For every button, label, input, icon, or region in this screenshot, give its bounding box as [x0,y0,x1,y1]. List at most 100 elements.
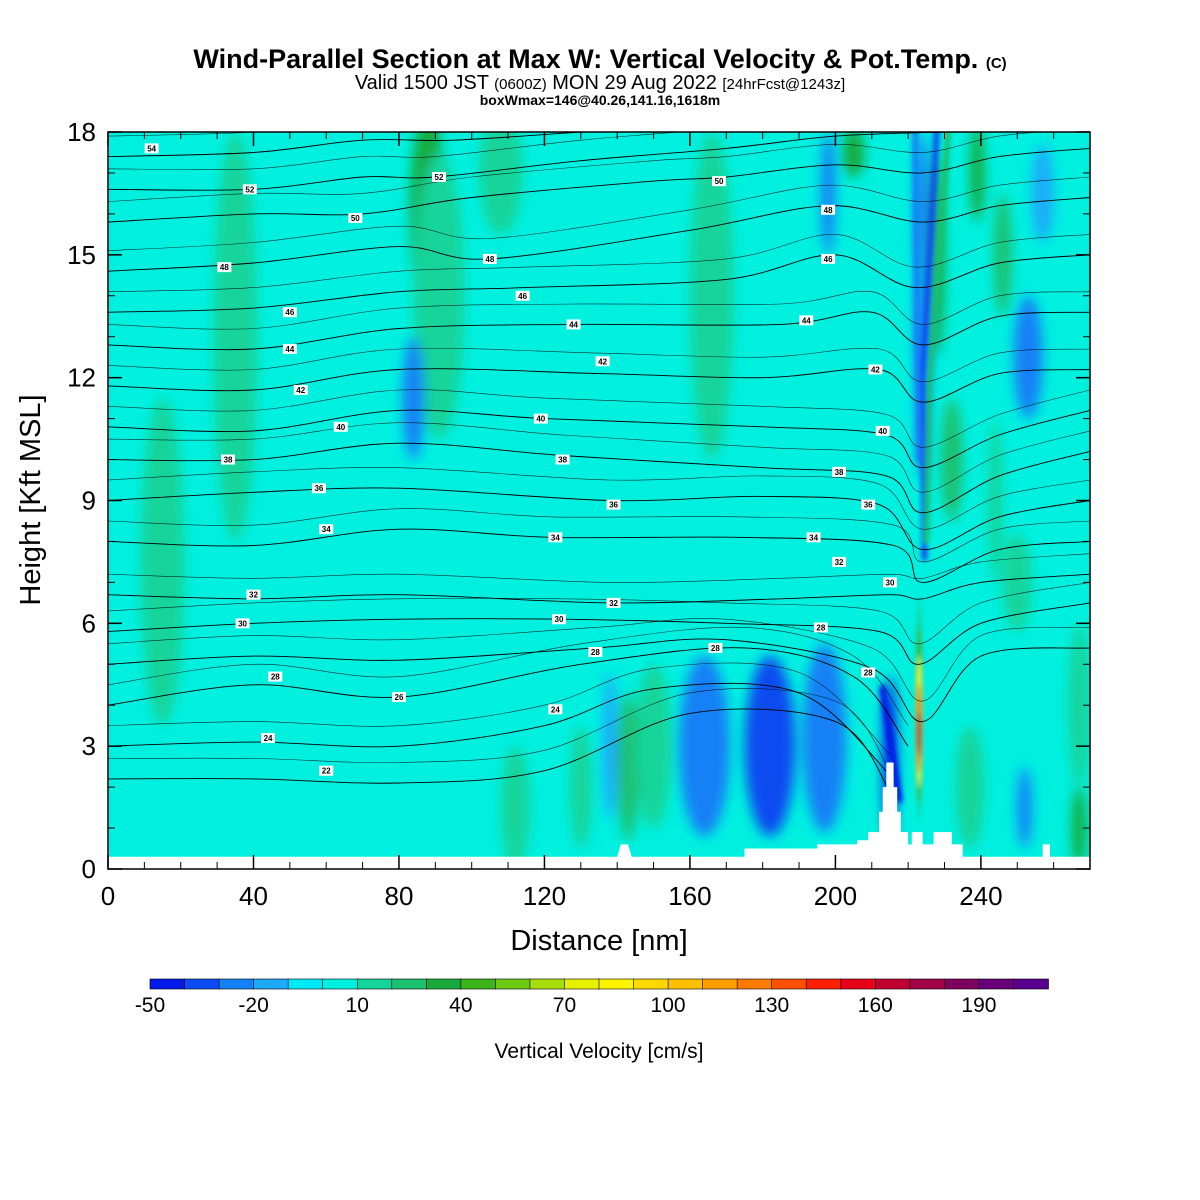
colorbar-swatch [322,978,359,990]
contour-label-text: 28 [864,668,873,677]
contour-label-bg [533,413,548,424]
contour-label: 46 [515,290,530,301]
vertical-velocity-streaks [879,132,952,820]
colorbar-swatch [495,978,531,990]
theta-contour-22 [108,708,891,792]
contour-label: 38 [221,454,236,465]
contour-label-text: 24 [551,705,560,714]
w-cell [940,398,963,521]
contour-label-text: 36 [609,501,618,510]
theta-contour-26 [108,647,909,747]
contour-label-text: 26 [395,693,404,702]
theta-contour-minor [108,688,891,771]
theta-contour-36 [108,487,1090,551]
theta-contour-minor [108,626,909,726]
potential-temperature-contours [108,132,1090,792]
contour-label: 44 [282,344,297,355]
contour-label-text: 28 [591,648,600,657]
theta-contour-minor [108,132,258,137]
contour-label-bg [144,143,159,154]
colorbar-swatch [287,978,324,990]
x-tick-label: 40 [239,881,268,911]
colorbar-swatch [944,978,980,990]
theta-contour-minor [108,176,1090,251]
contour-label-text: 42 [871,365,880,374]
contour-label-bg [293,384,308,395]
colorbar-label: -50 [135,994,165,1017]
contour-label-bg [708,642,723,653]
contour-label-bg [875,425,890,436]
contour-label-text: 28 [271,673,280,682]
contour-label-bg [515,290,530,301]
contour-label-bg [832,556,847,567]
x-tick-label: 80 [385,881,414,911]
contour-label-bg [268,671,283,682]
theta-contour-32 [108,573,1090,604]
contour-label: 38 [555,454,570,465]
valid-date: MON 29 Aug 2022 [552,72,717,94]
w-cell [635,664,672,829]
contour-label-bg [882,577,897,588]
contour-label-bg [333,421,348,432]
contour-label-text: 46 [518,292,527,301]
contour-label-text: 28 [816,623,825,632]
contour-label-bg [319,765,334,776]
colorbar-swatch [598,978,635,990]
contour-label-text: 52 [435,173,444,182]
colorbar-swatch [736,978,773,990]
contour-label: 42 [293,384,308,395]
contour-label: 42 [595,356,610,367]
contour-label-text: 38 [835,468,844,477]
colorbar-swatch [840,978,877,990]
contour-label-bg [588,646,603,657]
theta-contour-minor [108,389,1090,448]
contour-label-text: 52 [245,185,254,194]
contour-label: 26 [391,692,406,703]
terrain [108,762,1090,869]
contour-label-bg [242,184,257,195]
colorbar-swatch [529,978,566,990]
contour-label-text: 54 [147,144,156,153]
colorbar-swatch [460,978,497,990]
contour-label-bg [282,344,297,355]
contour-label-text: 36 [864,501,873,510]
w-streak [919,132,940,561]
colorbar-swatch [771,978,808,990]
chart-title-text: Wind-Parallel Section at Max W: Vertical… [193,44,979,74]
contour-label-text: 46 [824,255,833,264]
contour-label-bg [261,732,276,743]
contour-label: 28 [861,667,876,678]
theta-contour-42 [108,368,1090,403]
x-tick-label: 200 [814,881,857,911]
colorbar-label: 100 [651,994,686,1017]
contour-label-bg [391,692,406,703]
w-cell [1013,295,1043,419]
y-tick-label: 3 [82,731,96,761]
contour-label-bg [606,597,621,608]
chart-subtitle: Valid 1500 JST (0600Z) MON 29 Aug 2022 [… [0,72,1200,95]
contour-label-bg [217,262,232,273]
contour-label: 22 [319,765,334,776]
theta-contour-46 [108,254,1090,313]
contour-label-text: 22 [322,767,331,776]
contour-label-bg [246,589,261,600]
contour-label: 36 [606,499,621,510]
w-cell [500,746,530,869]
contour-label: 50 [712,176,727,187]
w-cell [1017,766,1032,849]
contour-label: 54 [144,143,159,154]
y-tick-label: 15 [67,240,96,270]
contour-label-text: 38 [558,456,567,465]
contour-label-bg [235,618,250,629]
contour-label-bg [548,532,563,543]
valid-time: Valid 1500 JST [354,72,489,94]
contour-label-bg [712,176,727,187]
x-tick-label: 160 [668,881,711,911]
contour-label: 30 [551,614,566,625]
contour-label: 38 [832,466,847,477]
contour-label-text: 34 [809,533,818,542]
contour-label: 30 [882,577,897,588]
w-cell [955,725,985,849]
theta-contour-minor [108,618,1090,702]
contour-label: 28 [813,622,828,633]
